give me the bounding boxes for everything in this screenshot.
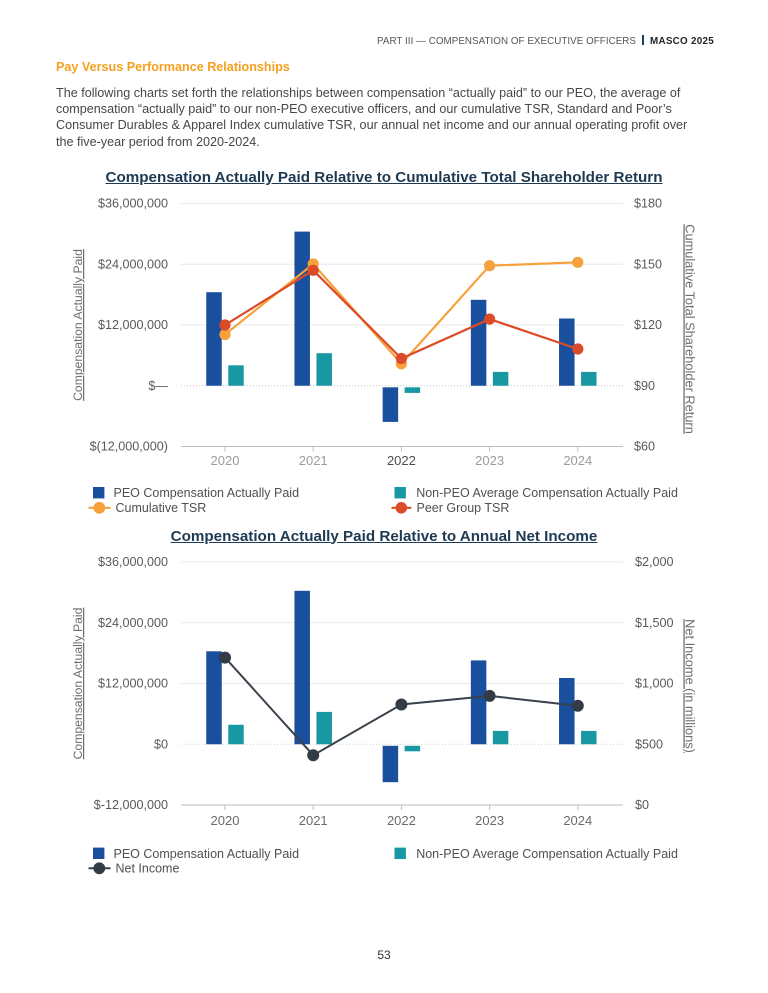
svg-text:$24,000,000: $24,000,000: [98, 257, 168, 271]
svg-text:2020: 2020: [211, 453, 240, 468]
svg-text:$—: $—: [148, 379, 168, 393]
svg-text:Net Income (in millions): Net Income (in millions): [683, 619, 698, 753]
svg-text:2020: 2020: [211, 813, 240, 828]
svg-text:$24,000,000: $24,000,000: [98, 616, 168, 630]
svg-text:$180: $180: [634, 197, 662, 211]
svg-text:Compensation Actually Paid: Compensation Actually Paid: [71, 608, 85, 760]
svg-text:$12,000,000: $12,000,000: [98, 318, 168, 332]
svg-text:$-12,000,000: $-12,000,000: [94, 798, 168, 812]
svg-text:2021: 2021: [299, 813, 328, 828]
svg-text:2022: 2022: [387, 453, 416, 468]
svg-text:$36,000,000: $36,000,000: [98, 197, 168, 211]
svg-text:$120: $120: [634, 318, 662, 332]
svg-text:$60: $60: [634, 440, 655, 454]
svg-text:$(12,000,000): $(12,000,000): [90, 440, 168, 454]
svg-text:$36,000,000: $36,000,000: [98, 555, 168, 569]
svg-text:2024: 2024: [563, 813, 592, 828]
svg-text:$150: $150: [634, 257, 662, 271]
svg-text:$2,000: $2,000: [635, 555, 674, 569]
svg-text:Net Income: Net Income: [116, 862, 180, 876]
svg-text:$1,500: $1,500: [635, 616, 674, 630]
svg-text:2022: 2022: [387, 813, 416, 828]
svg-text:Peer Group TSR: Peer Group TSR: [417, 501, 510, 515]
svg-text:$12,000,000: $12,000,000: [98, 677, 168, 691]
svg-text:Compensation Actually Paid: Compensation Actually Paid: [71, 249, 85, 401]
svg-text:$0: $0: [154, 737, 168, 751]
svg-text:$500: $500: [635, 737, 663, 751]
svg-text:$0: $0: [635, 798, 649, 812]
svg-text:PEO Compensation Actually Paid: PEO Compensation Actually Paid: [114, 847, 300, 861]
svg-text:$1,000: $1,000: [635, 677, 674, 691]
svg-text:Cumulative Total Shareholder R: Cumulative Total Shareholder Return: [683, 224, 698, 434]
svg-text:Non-PEO Average Compensation A: Non-PEO Average Compensation Actually Pa…: [416, 847, 678, 861]
svg-text:2023: 2023: [475, 453, 504, 468]
svg-text:2024: 2024: [563, 453, 592, 468]
svg-text:Cumulative TSR: Cumulative TSR: [116, 501, 207, 515]
svg-text:Non-PEO Average Compensation A: Non-PEO Average Compensation Actually Pa…: [416, 486, 678, 500]
svg-text:PEO Compensation Actually Paid: PEO Compensation Actually Paid: [114, 486, 300, 500]
svg-text:2021: 2021: [299, 453, 328, 468]
svg-text:$90: $90: [634, 379, 655, 393]
svg-text:2023: 2023: [475, 813, 504, 828]
